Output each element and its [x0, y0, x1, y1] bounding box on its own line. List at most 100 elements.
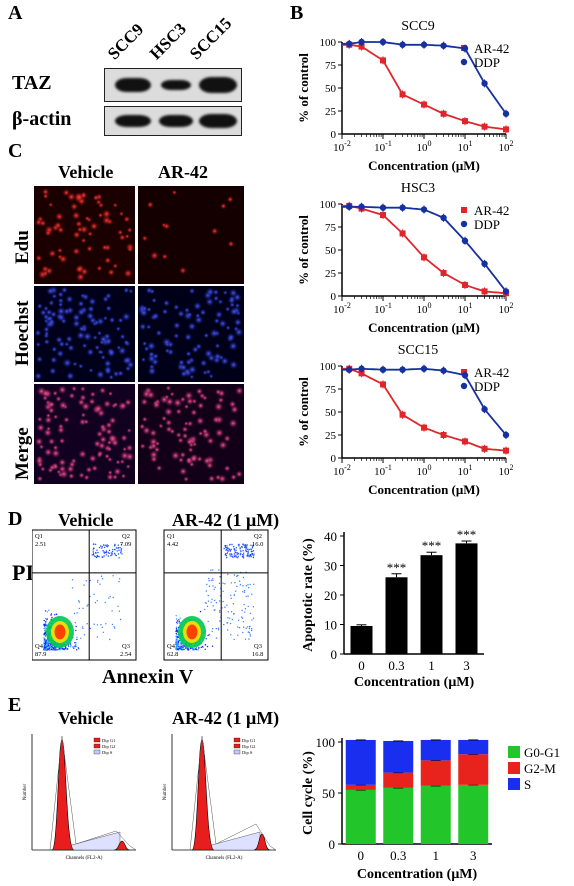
cell-nucleus	[140, 397, 149, 406]
cell-nucleus	[59, 469, 69, 479]
quadrant-value: 87.9	[35, 651, 46, 658]
event-dot	[185, 647, 187, 649]
cell-nucleus	[142, 425, 152, 436]
cell-nucleus	[162, 299, 171, 307]
cell-nucleus	[112, 401, 119, 408]
data-point	[346, 40, 353, 48]
event-dot	[97, 581, 99, 583]
event-dot	[178, 619, 180, 621]
cell-nucleus	[213, 352, 222, 361]
x-tick-label: 10-2	[333, 139, 351, 154]
event-dot	[244, 544, 246, 547]
event-dot	[113, 627, 116, 629]
cell-nucleus	[108, 416, 117, 425]
event-dot	[73, 646, 75, 648]
stacked-bar-segment	[420, 760, 451, 786]
data-point	[462, 118, 468, 125]
data-point	[502, 110, 510, 117]
event-dot	[75, 625, 77, 628]
event-dot	[226, 557, 228, 559]
cell-nucleus	[223, 464, 231, 472]
event-dot	[212, 569, 214, 571]
event-dot	[199, 647, 201, 649]
event-dot	[212, 579, 214, 582]
event-dot	[93, 555, 95, 557]
y-tick-label: 30	[324, 559, 337, 574]
event-dot	[252, 606, 255, 608]
flow-y-label: PI	[12, 560, 34, 585]
y-axis-label: % of control	[296, 215, 311, 285]
data-point	[420, 365, 428, 372]
event-dot	[43, 627, 45, 630]
event-dot	[235, 590, 237, 592]
cell-nucleus	[206, 436, 215, 445]
cell-nucleus	[107, 456, 113, 463]
hist-y-label: Number	[23, 783, 28, 800]
cell-nucleus	[54, 212, 64, 222]
event-dot	[97, 579, 99, 582]
event-dot	[227, 550, 229, 552]
stacked-bar-segment	[458, 784, 489, 844]
cc-header-vehicle: Vehicle	[58, 708, 114, 728]
series-DDP: DDP	[342, 364, 510, 439]
cell-nucleus	[62, 188, 71, 197]
event-dot	[240, 552, 242, 554]
event-dot	[211, 645, 214, 647]
event-dot	[247, 584, 249, 586]
data-point	[379, 204, 387, 211]
cell-nucleus	[80, 293, 86, 299]
cell-nucleus	[149, 251, 160, 261]
event-dot	[119, 547, 121, 549]
event-dot	[103, 552, 106, 554]
data-point	[440, 110, 447, 117]
cell-nucleus	[78, 449, 88, 459]
event-dot	[222, 600, 224, 603]
data-point	[358, 43, 365, 50]
event-dot	[65, 647, 67, 649]
event-dot	[207, 594, 209, 597]
x-tick-label: 1	[428, 658, 435, 673]
cell-nucleus	[57, 385, 67, 395]
event-dot	[111, 610, 113, 612]
event-dot	[92, 549, 94, 551]
event-dot	[119, 618, 122, 621]
event-dot	[52, 647, 55, 650]
cell-nucleus	[55, 335, 64, 344]
data-point	[503, 126, 509, 133]
x-tick-label: 101	[458, 139, 473, 154]
cell-nucleus	[68, 460, 76, 469]
event-dot	[121, 553, 123, 555]
event-dot	[45, 621, 47, 623]
event-dot	[236, 585, 238, 588]
event-dot	[230, 548, 232, 551]
event-dot	[247, 548, 249, 550]
event-dot	[211, 598, 213, 600]
event-dot	[210, 579, 213, 581]
x-tick-label: 102	[499, 301, 514, 316]
event-dot	[244, 546, 246, 548]
event-dot	[75, 629, 77, 632]
cell-nucleus	[48, 367, 57, 375]
event-dot	[244, 608, 247, 610]
cell-nucleus	[40, 466, 46, 472]
cell-nucleus	[161, 253, 169, 260]
cell-nucleus	[195, 387, 204, 396]
cell-nucleus	[143, 345, 150, 352]
data-point	[481, 123, 488, 130]
event-dot	[46, 618, 48, 620]
cell-nucleus	[163, 407, 174, 417]
hist-legend-swatch	[233, 743, 241, 749]
event-dot	[89, 579, 91, 582]
event-dot	[105, 545, 108, 547]
cell-nucleus	[80, 412, 87, 418]
event-dot	[96, 549, 98, 551]
y-tick-label: 25	[325, 268, 337, 280]
event-dot	[230, 582, 232, 584]
cell-nucleus	[100, 354, 106, 361]
event-dot	[229, 617, 231, 619]
x-tick-label: 3	[463, 658, 470, 673]
significance-label: ***	[387, 560, 407, 575]
event-dot	[229, 550, 231, 552]
cell-nucleus	[141, 235, 148, 242]
event-dot	[253, 555, 255, 557]
